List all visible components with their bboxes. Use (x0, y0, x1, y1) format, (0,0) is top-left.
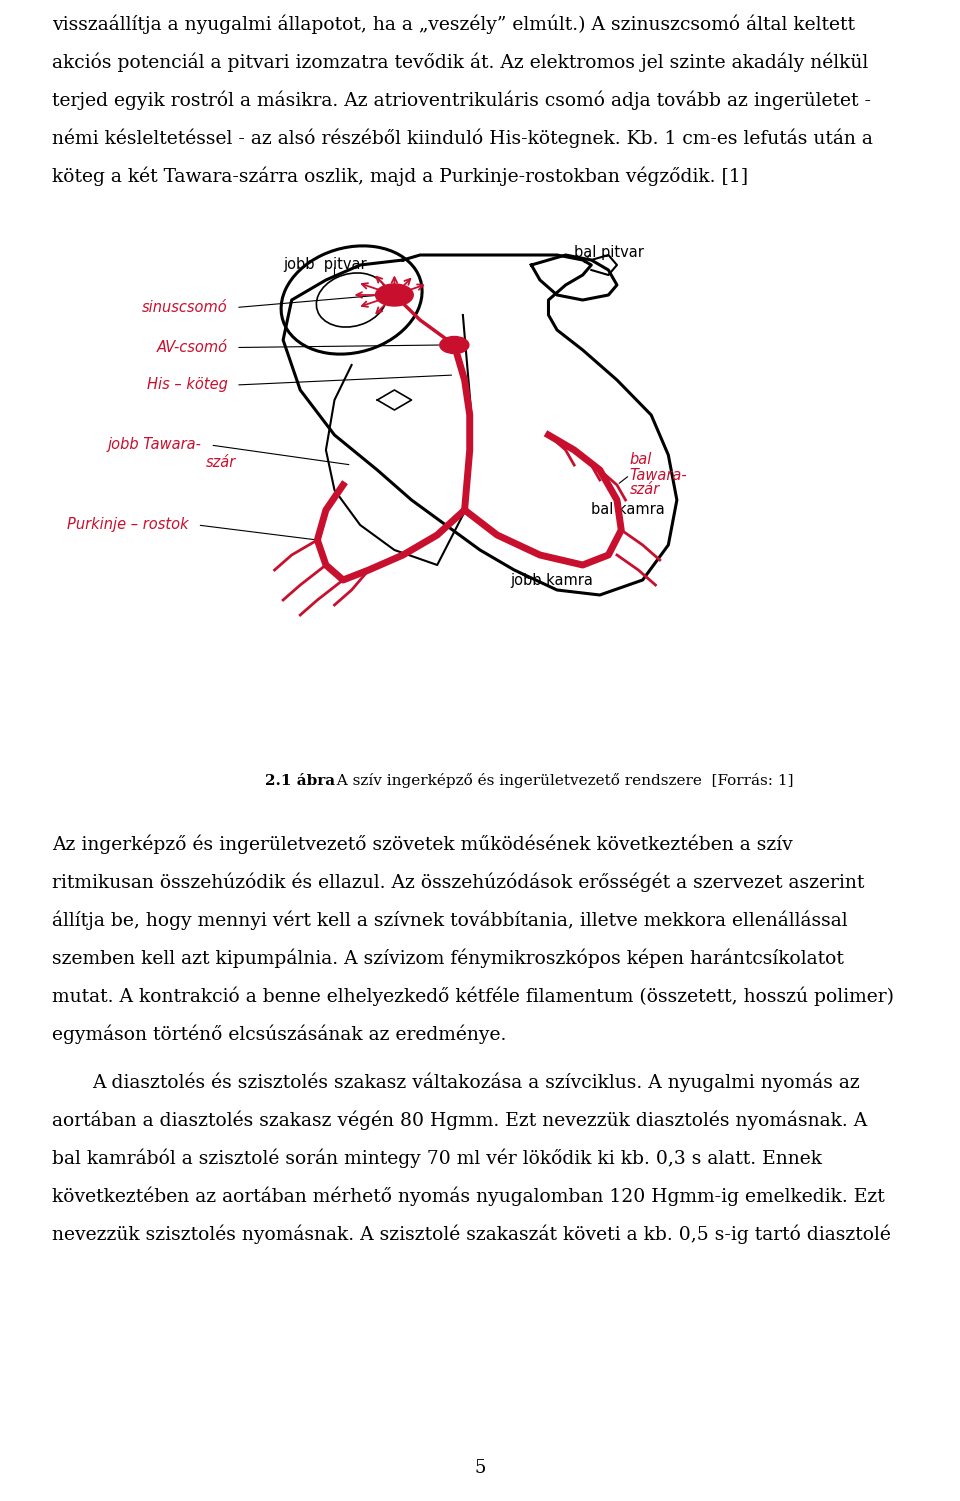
Text: Tawara-: Tawara- (630, 467, 687, 482)
Text: bal kamra: bal kamra (591, 503, 665, 518)
Circle shape (375, 284, 413, 306)
Text: bal pitvar: bal pitvar (574, 245, 644, 260)
Text: akciós potenciál a pitvari izomzatra tevődik át. Az elektromos jel szinte akadál: akciós potenciál a pitvari izomzatra tev… (52, 53, 868, 72)
Text: mutat. A kontrakció a benne elhelyezkedő kétféle filamentum (összetett, hosszú p: mutat. A kontrakció a benne elhelyezkedő… (52, 986, 894, 1006)
Text: bal kamrából a szisztolé során mintegy 70 ml vér lökődik ki kb. 0,3 s alatt. Enn: bal kamrából a szisztolé során mintegy 7… (52, 1148, 822, 1168)
Text: terjed egyik rostról a másikra. Az atrioventrikuláris csomó adja tovább az inger: terjed egyik rostról a másikra. Az atrio… (52, 90, 871, 110)
Text: következtében az aortában mérhető nyomás nyugalomban 120 Hgmm-ig emelkedik. Ezt: következtében az aortában mérhető nyomás… (52, 1186, 885, 1205)
Text: nevezzük szisztolés nyomásnak. A szisztolé szakaszát követi a kb. 0,5 s-ig tartó: nevezzük szisztolés nyomásnak. A sziszto… (52, 1225, 891, 1244)
Text: szemben kell azt kipumpálnia. A szívizom fénymikroszkópos képen harántcsíkolatot: szemben kell azt kipumpálnia. A szívizom… (52, 949, 844, 968)
Text: jobb  pitvar: jobb pitvar (283, 258, 367, 273)
Text: aortában a diasztolés szakasz végén 80 Hgmm. Ezt nevezzük diasztolés nyomásnak. : aortában a diasztolés szakasz végén 80 H… (52, 1111, 867, 1130)
Text: egymáson történő elcsúszásának az eredménye.: egymáson történő elcsúszásának az eredmé… (52, 1025, 506, 1045)
Text: A szív ingerképző és ingerületvezető rendszere  [Forrás: 1]: A szív ingerképző és ingerületvezető ren… (327, 773, 794, 788)
Text: szár: szár (630, 482, 660, 497)
Text: Purkinje – rostok: Purkinje – rostok (67, 518, 189, 533)
Text: jobb Tawara-: jobb Tawara- (108, 437, 202, 452)
Text: sinuscsomó: sinuscsomó (142, 300, 228, 315)
Text: visszaállítja a nyugalmi állapotot, ha a „veszély” elmúlt.) A szinuszcsomó által: visszaállítja a nyugalmi állapotot, ha a… (52, 15, 855, 35)
Text: 5: 5 (474, 1459, 486, 1477)
Circle shape (440, 336, 468, 354)
Text: állítja be, hogy mennyi vért kell a szívnek továbbítania, illetve mekkora ellená: állítja be, hogy mennyi vért kell a szív… (52, 911, 848, 931)
Text: köteg a két Tawara-szárra oszlik, majd a Purkinje-rostokban végződik. [1]: köteg a két Tawara-szárra oszlik, majd a… (52, 167, 748, 186)
Text: ritmikusan összehúzódik és ellazul. Az összehúzódások erősségét a szervezet asze: ritmikusan összehúzódik és ellazul. Az ö… (52, 872, 864, 892)
Text: 2.1 ábra: 2.1 ábra (265, 775, 335, 788)
Text: némi késleltetéssel - az alsó részéből kiinduló His-kötegnek. Kb. 1 cm-es lefutá: némi késleltetéssel - az alsó részéből k… (52, 129, 873, 149)
Text: bal: bal (630, 452, 652, 467)
Text: szár: szár (205, 455, 236, 470)
Text: A diasztolés és szisztolés szakasz váltakozása a szívciklus. A nyugalmi nyomás a: A diasztolés és szisztolés szakasz válta… (92, 1073, 860, 1093)
Text: His – köteg: His – köteg (147, 377, 228, 392)
Text: jobb kamra: jobb kamra (510, 572, 593, 587)
Text: AV-csomó: AV-csomó (156, 341, 228, 356)
Text: Az ingerképző és ingerületvezető szövetek működésének következtében a szív: Az ingerképző és ingerületvezető szövete… (52, 835, 793, 854)
